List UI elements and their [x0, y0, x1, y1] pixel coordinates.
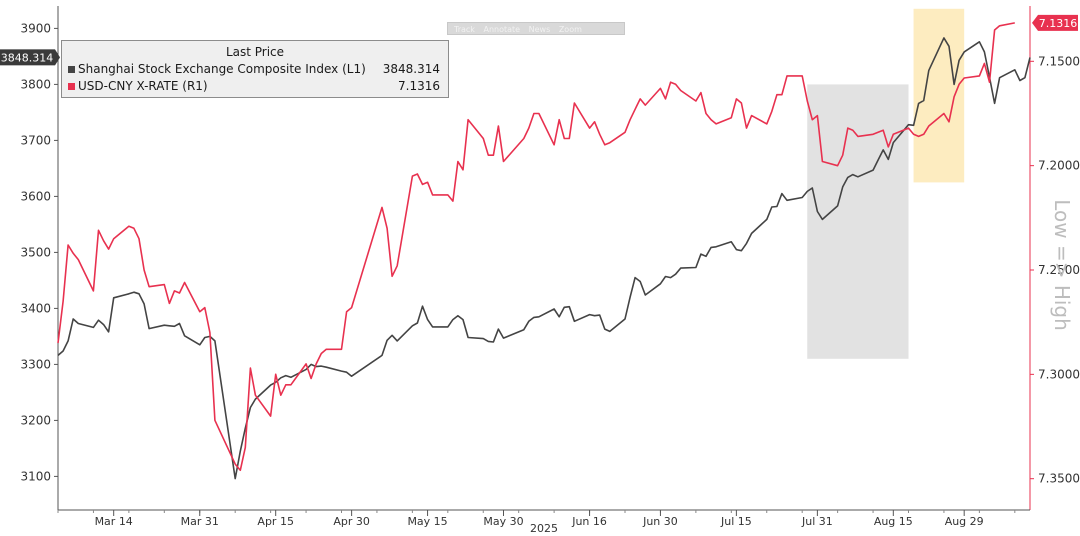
toolbar-annotate[interactable]: Annotate	[483, 25, 521, 34]
highlight-region-gray	[807, 84, 909, 359]
x-tick-label: Jul 15	[720, 515, 752, 528]
legend-swatch-usdcny	[68, 83, 75, 90]
legend-entry-usdcny: USD-CNY X-RATE (R1) 7.1316	[68, 78, 440, 94]
x-tick-label: May 30	[483, 515, 523, 528]
left-tick-label: 3400	[20, 301, 51, 315]
right-last-value-label: 7.1316	[1039, 17, 1078, 30]
right-tick-label: 7.3500	[1038, 472, 1080, 486]
x-tick-label: Apr 30	[333, 515, 370, 528]
x-tick-label: Jun 30	[642, 515, 678, 528]
chart-axes: 3100 3200 3300 3400 3500 3600 3700 3800 3900 7.15…	[20, 6, 1080, 528]
right-tick-label: 7.2500	[1038, 263, 1080, 277]
left-tick-label: 3100	[20, 469, 51, 483]
left-tick-label: 3500	[20, 245, 51, 259]
series-line-usdcny	[57, 22, 1015, 472]
legend-swatch-shcomp	[68, 66, 75, 73]
legend-entry-shcomp: Shanghai Stock Exchange Composite Index …	[68, 61, 440, 77]
x-tick-label: Mar 31	[181, 515, 219, 528]
right-last-value-tag	[1032, 14, 1078, 31]
toolbar-zoom[interactable]: Zoom	[558, 25, 582, 34]
legend: Last Price Shanghai Stock Exchange Compo…	[61, 40, 449, 98]
right-tick-label: 7.3000	[1038, 367, 1080, 381]
highlight-regions	[807, 8, 965, 359]
legend-title: Last Price	[225, 45, 285, 59]
x-tick-label: Aug 15	[874, 515, 913, 528]
right-tick-label: 7.1500	[1038, 54, 1080, 68]
left-last-value-label: 3848.314	[1, 51, 54, 64]
legend-value-usdcny: 7.1316	[398, 79, 440, 93]
x-tick-label: Aug 29	[945, 515, 984, 528]
left-tick-label: 3200	[20, 413, 51, 427]
left-tick-label: 3800	[20, 77, 51, 91]
last-value-tags: 3848.314 7.1316	[0, 14, 1078, 66]
right-axis-note: Low => High	[1050, 199, 1074, 331]
series-lines	[57, 22, 1031, 480]
highlight-region-yellow	[913, 8, 965, 183]
left-tick-label: 3600	[20, 189, 51, 203]
legend-label-shcomp: Shanghai Stock Exchange Composite Index …	[78, 62, 366, 76]
x-tick-label: May 15	[407, 515, 447, 528]
chart-toolbar[interactable]: Track Annotate News Zoom	[447, 22, 625, 35]
year-label: 2025	[530, 522, 558, 535]
x-tick-label: Mar 14	[95, 515, 133, 528]
left-last-value-tag-pointer	[55, 49, 60, 66]
right-tick-label: 7.2000	[1038, 159, 1080, 173]
legend-value-shcomp: 3848.314	[382, 62, 440, 76]
left-tick-label: 3300	[20, 357, 51, 371]
left-tick-label: 3700	[20, 133, 51, 147]
left-last-value-tag	[0, 49, 55, 66]
left-tick-label: 3900	[20, 21, 51, 35]
toolbar-track[interactable]: Track	[454, 25, 475, 34]
toolbar-news[interactable]: News	[528, 25, 551, 34]
legend-label-usdcny: USD-CNY X-RATE (R1)	[78, 79, 208, 93]
x-tick-label: Apr 15	[257, 515, 294, 528]
x-tick-label: Jun 16	[571, 515, 607, 528]
x-tick-label: Jul 31	[801, 515, 833, 528]
